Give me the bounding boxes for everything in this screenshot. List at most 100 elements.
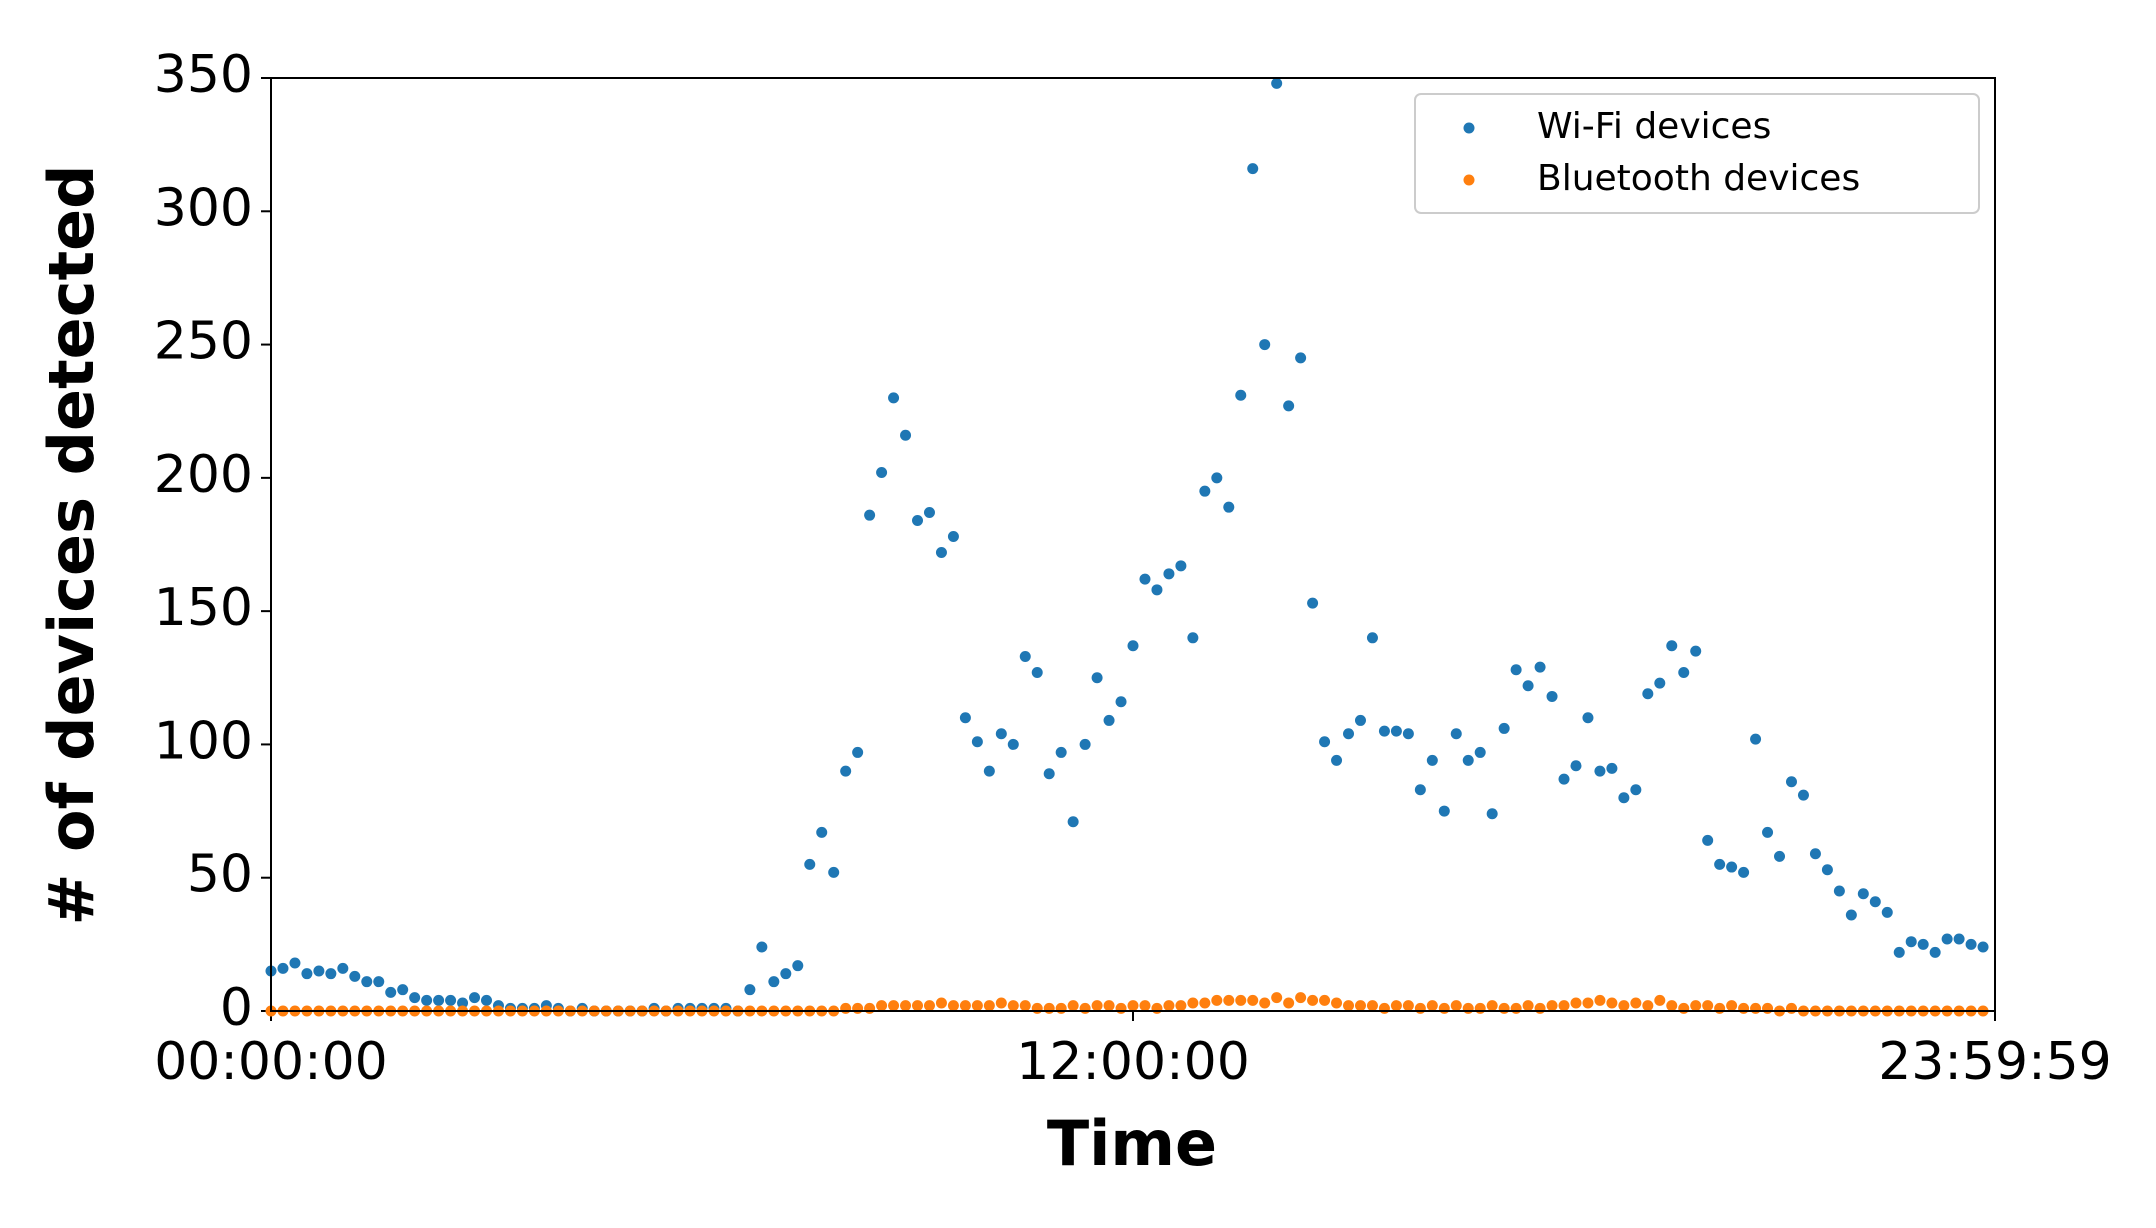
point (1031, 666, 1043, 678)
plot-frame (270, 77, 1996, 1012)
point (277, 962, 289, 974)
legend-marker (1463, 122, 1475, 134)
point (1630, 997, 1642, 1009)
point (744, 984, 756, 996)
point (1498, 1002, 1510, 1014)
point (313, 965, 325, 977)
point (1115, 1002, 1127, 1014)
point (1702, 834, 1714, 846)
point (900, 429, 912, 441)
point (1163, 568, 1175, 580)
point (935, 546, 947, 558)
y-tick-label: 300 (154, 178, 253, 238)
point (947, 531, 959, 543)
point (1438, 805, 1450, 817)
point (1606, 762, 1618, 774)
point (1809, 848, 1821, 860)
point (852, 746, 864, 758)
point (1618, 792, 1630, 804)
point (349, 970, 361, 982)
point (1774, 850, 1786, 862)
point (1199, 485, 1211, 497)
point (1678, 666, 1690, 678)
legend-label: Bluetooth devices (1537, 158, 1860, 199)
y-tick-label: 350 (154, 45, 253, 105)
point (1259, 339, 1271, 351)
point (1378, 1002, 1390, 1014)
point (971, 736, 983, 748)
point (912, 515, 924, 527)
point (923, 507, 935, 519)
point (935, 997, 947, 1009)
point (1259, 997, 1271, 1009)
point (1750, 733, 1762, 745)
point (301, 968, 313, 980)
point (756, 941, 768, 953)
point (1929, 946, 1941, 958)
point (1283, 400, 1295, 412)
x-tick-label: 12:00:00 (1016, 1032, 1250, 1092)
point (1331, 754, 1343, 766)
point (1450, 1000, 1462, 1012)
point (1175, 560, 1187, 572)
point (1714, 1002, 1726, 1014)
point (1067, 816, 1079, 828)
point (983, 765, 995, 777)
point (1103, 714, 1115, 726)
point (1426, 1000, 1438, 1012)
point (409, 992, 421, 1004)
point (1366, 1000, 1378, 1012)
point (971, 1000, 983, 1012)
point (1570, 997, 1582, 1009)
point (1127, 1000, 1139, 1012)
point (1558, 773, 1570, 785)
legend-box (1414, 93, 1980, 214)
y-tick-label: 150 (154, 578, 253, 638)
series (265, 992, 1989, 1017)
point (1307, 994, 1319, 1006)
point (1594, 765, 1606, 777)
point (1187, 997, 1199, 1009)
point (1486, 808, 1498, 820)
legend-label: Wi-Fi devices (1537, 106, 1771, 147)
point (1414, 784, 1426, 796)
point (1546, 1000, 1558, 1012)
point (397, 984, 409, 996)
point (1067, 1000, 1079, 1012)
point (995, 997, 1007, 1009)
point (828, 866, 840, 878)
point (1666, 640, 1678, 652)
point (1295, 352, 1307, 364)
point (864, 1002, 876, 1014)
point (1522, 680, 1534, 692)
point (1175, 1000, 1187, 1012)
point (1630, 784, 1642, 796)
point (1690, 645, 1702, 657)
point (1941, 933, 1953, 945)
point (780, 968, 792, 980)
point (1019, 650, 1031, 662)
point (445, 994, 457, 1006)
point (876, 467, 888, 479)
point (959, 712, 971, 724)
point (1283, 997, 1295, 1009)
x-tick-label: 23:59:59 (1878, 1032, 2112, 1092)
point (1007, 738, 1019, 750)
y-tick-label: 100 (154, 711, 253, 771)
point (1247, 163, 1259, 175)
point (1343, 728, 1355, 740)
point (1726, 861, 1738, 873)
point (1187, 632, 1199, 644)
point (923, 1000, 935, 1012)
point (876, 1000, 888, 1012)
point (1869, 896, 1881, 908)
point (1043, 768, 1055, 780)
point (1151, 1002, 1163, 1014)
point (1031, 1002, 1043, 1014)
y-tick-label: 0 (220, 978, 253, 1038)
point (983, 1000, 995, 1012)
point (1402, 728, 1414, 740)
point (1462, 1002, 1474, 1014)
point (1750, 1002, 1762, 1014)
point (1821, 864, 1833, 876)
